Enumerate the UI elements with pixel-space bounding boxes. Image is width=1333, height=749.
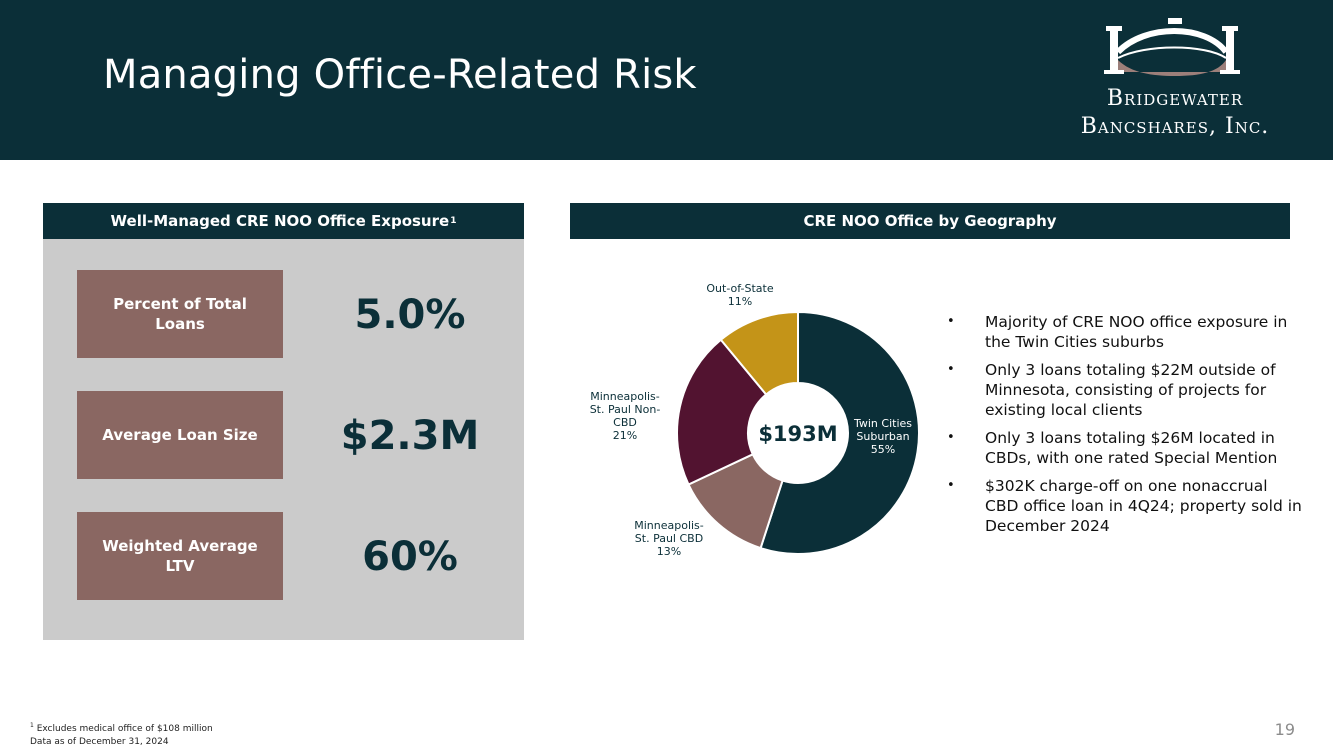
bullet-item: • Only 3 loans totaling $26M located in C… [945,428,1305,468]
metric-value-percent-total-loans: 5.0% [354,292,466,338]
slice-label: Twin Cities Suburban 55% [853,417,912,456]
left-panel-title-text: Well-Managed CRE NOO Office Exposure [110,212,450,230]
footnote-line-2: Data as of December 31, 2024 [30,737,169,747]
logo-text-line1: Bridgewater [1106,86,1244,111]
slice-label: Minneapolis-St. Paul CBD 13% [634,519,704,558]
metric-label-percent-total-loans: Percent of Total Loans [77,270,283,358]
footnote-mark: 1 [30,722,34,729]
bullet-text: Only 3 loans totaling $26M located in CB… [985,429,1278,467]
bullet-item: • Only 3 loans totaling $22M outside of M… [945,360,1305,420]
footnote-mark: 1 [450,216,457,226]
metric-label-average-loan-size: Average Loan Size [77,391,283,479]
header-bar: Managing Office-Related Risk Bridgewater… [0,0,1333,160]
logo-text-line2: Bancshares, Inc. [1080,114,1270,139]
company-logo: Bridgewater Bancshares, Inc. [1060,14,1290,144]
bullet-dot: • [947,362,955,377]
donut-slice-minneapolis-st-paul-non-cbd [676,338,768,486]
metric-value-weighted-average-ltv: 60% [362,534,458,580]
footnote-text: Excludes medical office of $108 million [36,724,213,734]
bullet-item: • $302K charge-off on one nonaccrual CBD … [945,476,1305,536]
bullet-item: • Majority of CRE NOO office exposure in … [945,312,1305,352]
right-panel-title: CRE NOO Office by Geography [570,203,1290,239]
donut-slice-twin-cities-suburban [759,310,920,555]
footnote: 1 Excludes medical office of $108 millio… [30,719,213,749]
page-number: 19 [1274,720,1295,739]
slice-label: Out-of-State 11% [706,282,773,308]
bullet-dot: • [947,430,955,445]
metric-value-average-loan-size: $2.3M [340,413,480,459]
bridge-logo-icon [1104,18,1240,76]
donut-slice-out-of-state [719,310,799,396]
bullet-text: Only 3 loans totaling $22M outside of Mi… [985,361,1276,419]
donut-chart-container: Twin Cities Suburban 55% Minneapolis-St. Pa… [570,250,940,590]
metric-label-weighted-average-ltv: Weighted Average LTV [77,512,283,600]
donut-chart: Twin Cities Suburban 55% Minneapolis-St. Pa… [590,282,920,558]
footnote-line-1: 1 Excludes medical office of $108 millio… [30,719,213,736]
bullet-dot: • [947,314,955,329]
page-title: Managing Office-Related Risk [103,52,697,98]
bullet-text: $302K charge-off on one nonaccrual CBD o… [985,477,1302,535]
left-panel-title: Well-Managed CRE NOO Office Exposure 1 [43,203,524,239]
donut-center-label: $193M [758,422,837,446]
bullet-list: • Majority of CRE NOO office exposure in … [945,312,1305,544]
bullet-text: Majority of CRE NOO office exposure in t… [985,313,1288,351]
slice-label: Minneapolis-St. Paul Non-CBD 21% [590,390,661,442]
bullet-dot: • [947,478,955,493]
